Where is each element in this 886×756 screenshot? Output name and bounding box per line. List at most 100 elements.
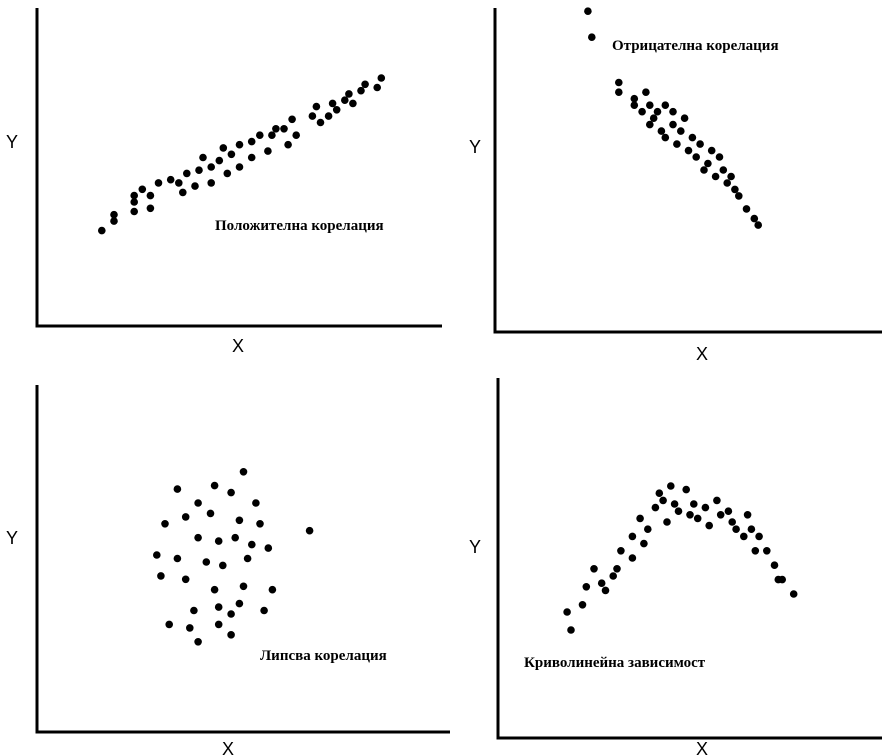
scatter-point: [636, 514, 644, 523]
scatter-point: [288, 115, 296, 124]
scatter-point: [682, 485, 690, 494]
scatter-point: [615, 88, 623, 96]
x-axis-label: X: [696, 739, 708, 756]
scatter-point: [628, 554, 637, 562]
axes-lines: [496, 378, 882, 740]
scatter-point: [688, 133, 697, 142]
scatter-point: [373, 83, 382, 92]
scatter-point: [615, 78, 623, 87]
scatter-point: [584, 7, 592, 15]
scatter-point: [264, 544, 273, 552]
scatter-point: [588, 33, 596, 41]
scatter-point: [292, 131, 301, 139]
scatter-point: [661, 101, 670, 109]
scatter-point: [146, 191, 155, 200]
scatter-point: [609, 572, 617, 580]
scatter-point: [181, 575, 190, 584]
axes-lines: [35, 385, 450, 734]
scatter-point: [308, 112, 317, 120]
scatter-point: [194, 499, 202, 507]
scatter-point: [723, 179, 731, 187]
points-group: [584, 7, 762, 229]
scatter-point: [214, 620, 223, 629]
scatter-point: [235, 140, 244, 149]
scatter-point: [268, 585, 277, 594]
scatter-point: [183, 169, 191, 178]
scatter-point: [130, 198, 138, 206]
scatter-point: [719, 166, 728, 174]
scatter-point: [181, 513, 190, 521]
scatter-point: [646, 101, 654, 109]
scatter-point: [657, 127, 666, 135]
scatter-point: [377, 74, 386, 82]
panel-curvilinear: Y X Криволинейна зависимост: [469, 378, 882, 756]
scatter-point: [202, 558, 211, 566]
scatter-point: [256, 520, 264, 528]
scatter-point: [646, 120, 654, 129]
scatter-point: [332, 106, 341, 114]
scatter-point: [707, 146, 716, 155]
scatter-point: [154, 179, 163, 187]
x-axis-label: X: [222, 739, 234, 756]
scatter-point: [735, 192, 743, 200]
scatter-point: [345, 90, 353, 98]
scatter-point: [280, 125, 288, 133]
scatter-point: [214, 603, 223, 611]
scatter-point: [248, 540, 256, 549]
scatter-point: [578, 601, 587, 609]
scatter-point: [247, 137, 256, 146]
scatter-point: [194, 638, 202, 646]
scatter-point: [191, 182, 199, 190]
scatter-point: [284, 140, 292, 149]
scatter-point: [190, 606, 198, 615]
scatter-point: [690, 500, 698, 508]
scatter-point: [219, 144, 228, 152]
scatter-point: [210, 481, 219, 490]
scatter-point: [219, 561, 227, 570]
scatter-point: [677, 127, 685, 135]
scatter-point: [341, 96, 349, 104]
scatter-point: [724, 507, 733, 515]
scatter-point: [110, 210, 118, 219]
scatter-point: [674, 507, 683, 515]
scatter-point: [186, 624, 194, 632]
scatter-point: [567, 626, 575, 634]
scatter-point: [235, 163, 244, 171]
panel-negative: Y X Отрицателна корелация: [469, 7, 882, 364]
y-axis-label: Y: [6, 132, 18, 152]
scatter-point: [206, 509, 215, 518]
scatter-point: [663, 518, 671, 526]
scatter-point: [670, 500, 679, 508]
scatter-point: [231, 533, 239, 542]
scatter-point: [728, 518, 736, 526]
scatter-point: [750, 214, 759, 223]
scatter-point: [651, 503, 660, 512]
scatter-point: [653, 107, 662, 116]
scatter-point: [214, 537, 223, 545]
scatter-point: [597, 579, 606, 587]
scatter-point: [227, 631, 235, 639]
scatter-point: [755, 532, 763, 541]
scatter-point: [644, 525, 652, 533]
scatter-point: [727, 172, 735, 181]
scatter-point: [638, 107, 646, 116]
axes-lines: [493, 8, 882, 334]
scatter-point: [669, 120, 677, 129]
scatter-point: [272, 125, 280, 133]
chart-title: Положителна корелация: [215, 218, 384, 234]
y-axis-label: Y: [469, 537, 481, 557]
panel-none: Y X Липсва корелация: [6, 385, 450, 756]
scatter-point: [110, 217, 118, 225]
scatter-point: [751, 547, 760, 555]
scatter-point: [673, 140, 681, 148]
scatter-point: [357, 86, 365, 95]
scatter-point: [713, 496, 721, 505]
panel-positive: Y X Положителна корелация: [6, 8, 442, 356]
scatter-point: [138, 185, 147, 194]
scatter-point: [223, 169, 232, 178]
scatter-point: [130, 207, 138, 216]
scatter-point: [590, 565, 598, 573]
points-group: [98, 74, 386, 235]
chart-title: Отрицателна корелация: [612, 38, 779, 54]
